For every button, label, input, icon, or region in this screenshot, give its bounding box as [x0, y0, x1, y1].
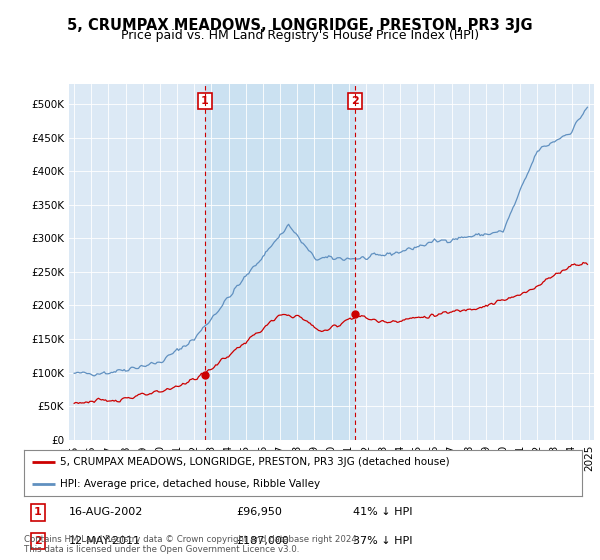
Text: 5, CRUMPAX MEADOWS, LONGRIDGE, PRESTON, PR3 3JG: 5, CRUMPAX MEADOWS, LONGRIDGE, PRESTON, … — [67, 18, 533, 33]
Text: 16-AUG-2002: 16-AUG-2002 — [68, 507, 143, 517]
Text: 41% ↓ HPI: 41% ↓ HPI — [353, 507, 413, 517]
Text: 12-MAY-2011: 12-MAY-2011 — [68, 536, 140, 546]
Text: £96,950: £96,950 — [236, 507, 282, 517]
Text: Contains HM Land Registry data © Crown copyright and database right 2024.
This d: Contains HM Land Registry data © Crown c… — [24, 535, 359, 554]
Text: 37% ↓ HPI: 37% ↓ HPI — [353, 536, 413, 546]
Text: £187,000: £187,000 — [236, 536, 289, 546]
Text: 2: 2 — [351, 96, 359, 106]
Text: HPI: Average price, detached house, Ribble Valley: HPI: Average price, detached house, Ribb… — [60, 479, 320, 489]
Text: 5, CRUMPAX MEADOWS, LONGRIDGE, PRESTON, PR3 3JG (detached house): 5, CRUMPAX MEADOWS, LONGRIDGE, PRESTON, … — [60, 457, 450, 467]
Text: 1: 1 — [201, 96, 209, 106]
Text: 1: 1 — [34, 507, 42, 517]
Text: Price paid vs. HM Land Registry's House Price Index (HPI): Price paid vs. HM Land Registry's House … — [121, 29, 479, 42]
Text: 2: 2 — [34, 536, 42, 546]
Bar — [205, 84, 355, 440]
